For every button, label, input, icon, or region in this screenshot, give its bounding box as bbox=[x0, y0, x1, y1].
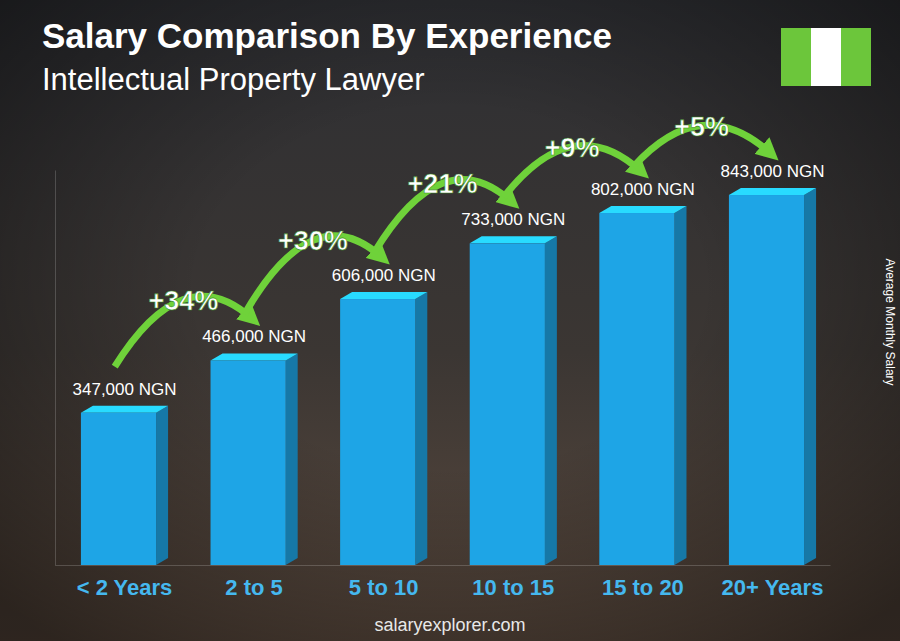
background bbox=[0, 0, 900, 641]
flag-stripe bbox=[841, 28, 871, 86]
y-axis-title: Average Monthly Salary bbox=[883, 258, 897, 385]
flag bbox=[781, 28, 871, 86]
bar bbox=[599, 213, 674, 565]
bar bbox=[729, 195, 804, 565]
data-label: 733,000 NGN bbox=[461, 210, 565, 229]
bar-top bbox=[599, 206, 686, 213]
bar-group bbox=[340, 292, 427, 565]
flag-stripe bbox=[781, 28, 811, 86]
tick-label: 15 to 20 bbox=[602, 575, 684, 600]
tick-label: 10 to 15 bbox=[472, 575, 554, 600]
subtitle: Intellectual Property Lawyer bbox=[42, 62, 425, 97]
bar-side bbox=[415, 292, 427, 565]
bar-group bbox=[729, 188, 816, 565]
bar-group bbox=[81, 406, 168, 565]
growth-label: +34% bbox=[148, 286, 218, 316]
bars bbox=[81, 188, 816, 565]
bar-group bbox=[599, 206, 686, 565]
bar bbox=[340, 299, 415, 565]
vignette bbox=[0, 0, 900, 641]
bar-top bbox=[470, 236, 557, 243]
growth-label: +21% bbox=[408, 169, 478, 199]
bar bbox=[81, 413, 156, 565]
data-label: 466,000 NGN bbox=[202, 327, 306, 346]
bar-group bbox=[470, 236, 557, 565]
tick-label: 5 to 10 bbox=[349, 575, 419, 600]
tick-label: < 2 Years bbox=[77, 575, 173, 600]
tick-label: 20+ Years bbox=[722, 575, 824, 600]
chart: Salary Comparison By Experience Intellect… bbox=[0, 0, 900, 641]
bar-side bbox=[545, 236, 557, 565]
y-axis bbox=[55, 171, 56, 566]
data-label: 606,000 NGN bbox=[332, 266, 436, 285]
source: salaryexplorer.com bbox=[374, 615, 525, 635]
bar bbox=[211, 360, 286, 565]
x-axis: < 2 Years 2 to 5 5 to 10 10 to 15 15 to 20 20… bbox=[56, 565, 831, 600]
title: Salary Comparison By Experience bbox=[42, 16, 612, 55]
bar-side bbox=[156, 406, 168, 565]
bar bbox=[470, 243, 545, 565]
tick-label: 2 to 5 bbox=[225, 575, 282, 600]
bar-top bbox=[211, 353, 298, 360]
x-axis-line bbox=[56, 565, 831, 566]
bar-side bbox=[286, 353, 298, 565]
bar-top bbox=[81, 406, 168, 413]
data-label: 347,000 NGN bbox=[73, 380, 177, 399]
data-label: 843,000 NGN bbox=[721, 162, 825, 181]
data-label: 802,000 NGN bbox=[591, 180, 695, 199]
bar-top bbox=[340, 292, 427, 299]
growth-label: +9% bbox=[545, 133, 600, 163]
bar-side bbox=[804, 188, 816, 565]
flag-stripe bbox=[811, 28, 841, 86]
bar-side bbox=[674, 206, 686, 565]
y-axis-line bbox=[55, 171, 56, 566]
growth-label: +5% bbox=[674, 112, 729, 142]
bar-group bbox=[211, 353, 298, 565]
bar-top bbox=[729, 188, 816, 195]
growth-label: +30% bbox=[278, 226, 348, 256]
